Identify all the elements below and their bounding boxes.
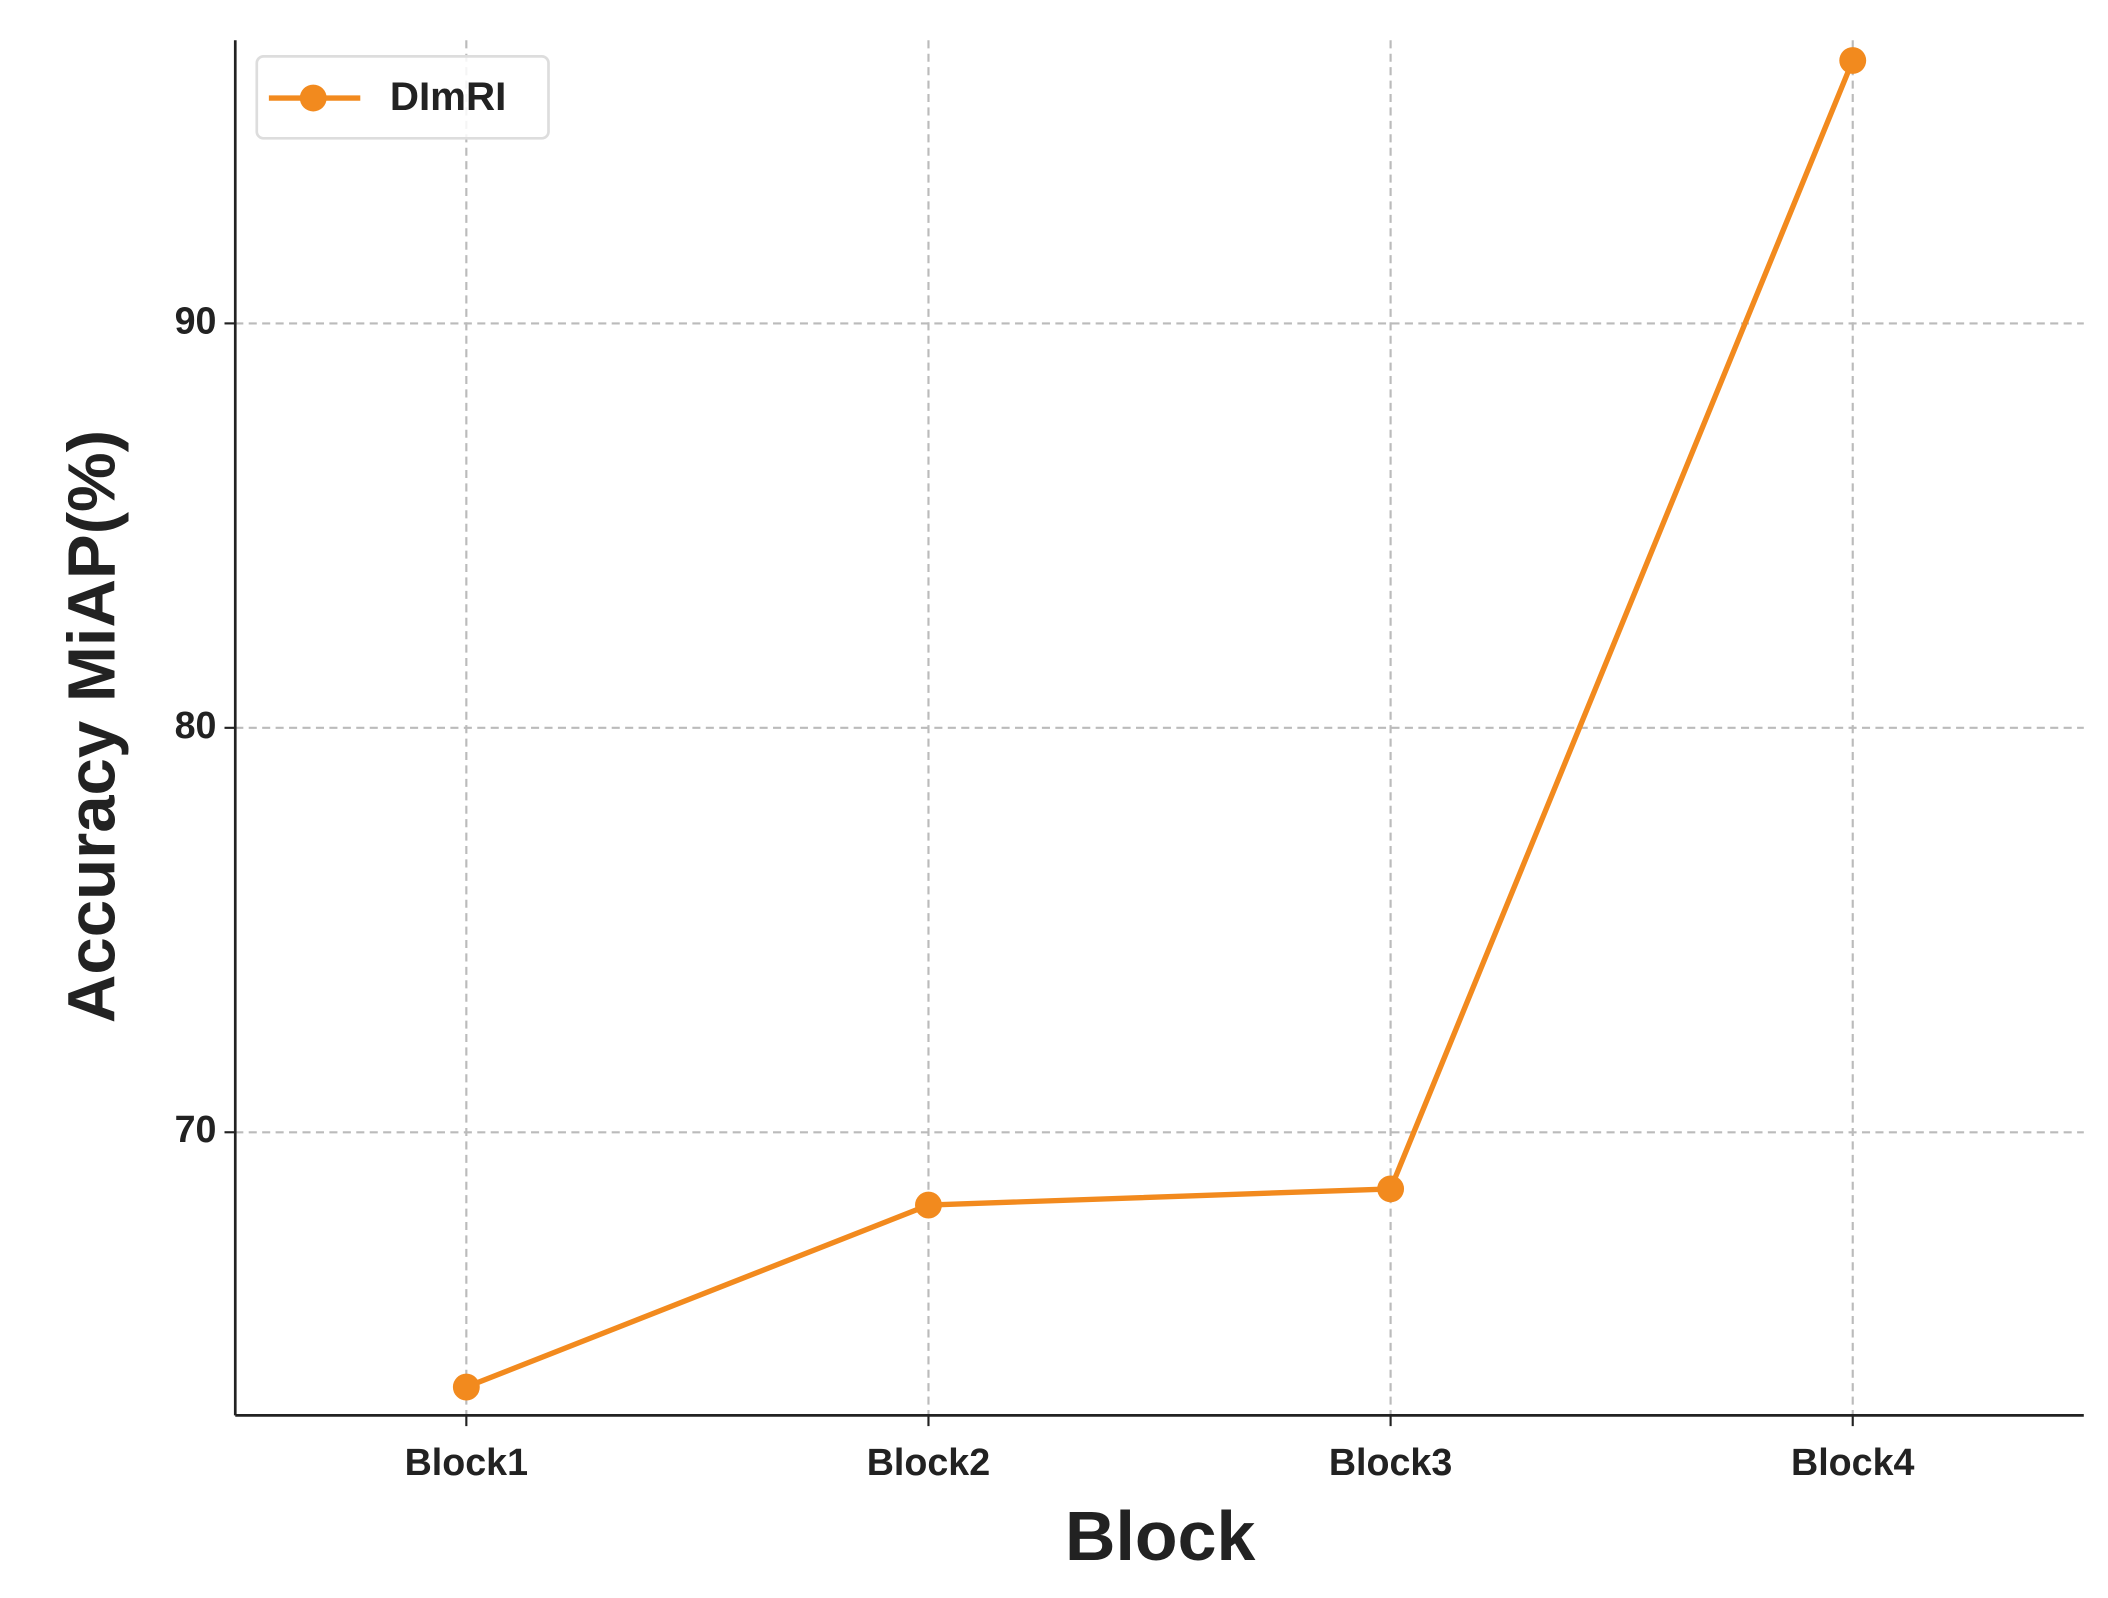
- legend-label: DImRI: [390, 74, 507, 119]
- x-tick-label: Block4: [1791, 1441, 1914, 1483]
- x-tick-label: Block1: [405, 1441, 528, 1483]
- y-axis-label: Accuracy MiAP(%): [55, 430, 130, 1023]
- legend-box: [255, 55, 550, 140]
- y-tick-label: 90: [175, 299, 217, 341]
- marker: [1839, 47, 1867, 74]
- y-tick-label: 80: [175, 704, 217, 746]
- marker: [915, 1191, 942, 1219]
- legend-marker: [299, 84, 327, 112]
- x-axis-label: Block: [1065, 1497, 1255, 1575]
- marker: [1377, 1175, 1405, 1203]
- line: [465, 59, 1856, 1390]
- x-tick-label: Block3: [1329, 1441, 1452, 1483]
- y-tick-label: 70: [175, 1108, 217, 1150]
- x-tick-label: Block2: [867, 1441, 990, 1483]
- marker: [452, 1373, 480, 1401]
